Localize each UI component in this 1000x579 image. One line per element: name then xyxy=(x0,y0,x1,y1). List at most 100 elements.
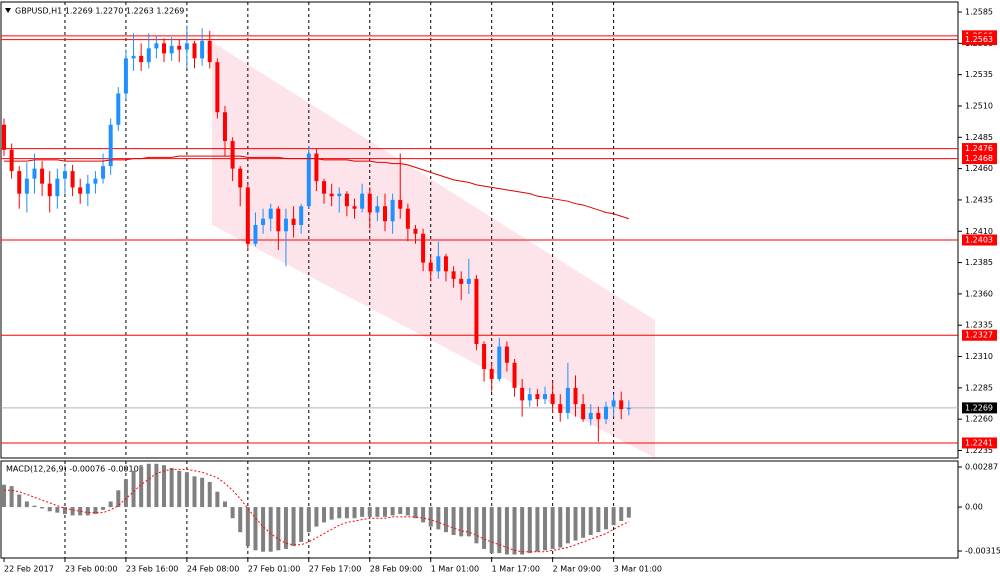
candle-body xyxy=(383,206,387,222)
current-price-label: 1.2269 xyxy=(965,403,993,412)
candle-body xyxy=(489,369,494,380)
macd-bar xyxy=(466,507,471,537)
candle-body xyxy=(581,404,586,420)
candle-body xyxy=(123,58,128,94)
x-tick-label: 1 Mar 17:00 xyxy=(492,565,540,574)
y-tick-label: 1.2435 xyxy=(965,195,993,204)
y-tick-label: 1.2510 xyxy=(965,101,993,110)
macd-y-tick-label: 0.00 xyxy=(965,503,983,512)
candle-body xyxy=(299,206,304,225)
candle-body xyxy=(146,48,151,63)
macd-bar xyxy=(360,507,365,517)
y-tick-label: 1.2360 xyxy=(965,289,993,298)
macd-bar xyxy=(146,463,151,508)
candle-body xyxy=(466,278,471,284)
y-tick-label: 1.2385 xyxy=(965,258,993,267)
macd-bar xyxy=(367,507,372,517)
level-label: 1.2241 xyxy=(965,438,993,447)
x-tick-label: 27 Feb 01:00 xyxy=(248,565,300,574)
macd-bar xyxy=(169,467,174,508)
macd-bar xyxy=(405,507,410,516)
candle-body xyxy=(55,178,60,197)
macd-bar xyxy=(451,507,456,535)
candle-body xyxy=(314,153,319,182)
macd-bar xyxy=(535,507,540,552)
level-label: 1.2403 xyxy=(965,236,993,245)
candle-body xyxy=(436,256,441,272)
macd-bar xyxy=(261,507,266,552)
macd-bar xyxy=(283,507,288,549)
macd-bar xyxy=(398,507,403,515)
candle-body xyxy=(421,233,426,263)
candle-body xyxy=(474,278,479,344)
candle-body xyxy=(200,40,205,59)
x-tick-label: 3 Mar 01:00 xyxy=(614,565,662,574)
macd-bar xyxy=(17,494,22,508)
candle-body xyxy=(222,112,227,142)
macd-bar xyxy=(497,507,502,554)
candle-body xyxy=(215,62,220,113)
candle-body xyxy=(596,412,601,420)
macd-bar xyxy=(93,507,98,515)
macd-bar xyxy=(619,507,624,522)
candle-body xyxy=(162,43,167,54)
candle-body xyxy=(283,218,288,232)
x-tick-label: 24 Feb 08:00 xyxy=(187,565,239,574)
macd-bar xyxy=(520,507,525,555)
candle-body xyxy=(24,178,29,194)
macd-bar xyxy=(47,507,52,512)
candle-body xyxy=(245,187,250,244)
main-frame xyxy=(0,1,959,459)
macd-bar xyxy=(550,507,555,549)
macd-bar xyxy=(344,507,349,519)
y-tick-label: 1.2535 xyxy=(965,70,993,79)
candle-body xyxy=(306,153,311,207)
x-tick-label: 28 Feb 09:00 xyxy=(370,565,422,574)
candle-body xyxy=(512,362,517,388)
candle-body xyxy=(207,40,212,63)
candle-body xyxy=(131,55,136,59)
candle-body xyxy=(62,171,67,179)
macd-bar xyxy=(85,507,90,516)
macd-bar xyxy=(611,507,616,526)
macd-bar xyxy=(375,507,380,517)
macd-bar xyxy=(108,501,113,508)
x-tick-label: 1 Mar 01:00 xyxy=(431,565,479,574)
macd-bar xyxy=(596,507,601,533)
candle-body xyxy=(238,168,243,188)
y-tick-label: 1.2235 xyxy=(965,446,993,455)
macd-bar xyxy=(527,507,532,554)
macd-bar xyxy=(215,491,220,508)
macd-bar xyxy=(512,507,517,555)
candle-body xyxy=(413,228,418,234)
macd-y-tick-label: 0.00287 xyxy=(965,463,998,472)
candle-body xyxy=(78,187,83,194)
candle-body xyxy=(588,412,593,420)
candle-body xyxy=(504,346,509,363)
candle-body xyxy=(611,400,616,407)
x-tick-label: 2 Mar 09:00 xyxy=(553,565,601,574)
macd-bar xyxy=(565,507,570,544)
macd-bar xyxy=(253,507,258,551)
macd-bar xyxy=(70,507,75,516)
moving-average xyxy=(4,155,629,220)
macd-bar xyxy=(123,479,128,508)
macd-bar xyxy=(162,465,167,508)
candle-body xyxy=(527,394,532,401)
y-tick-label: 1.2310 xyxy=(965,352,993,361)
level-label: 1.2327 xyxy=(965,331,993,340)
macd-bar xyxy=(184,472,189,508)
macd-bar xyxy=(276,507,281,551)
y-tick-label: 1.2285 xyxy=(965,383,993,392)
candle-body xyxy=(390,199,395,222)
candle-body xyxy=(230,141,235,169)
macd-bar xyxy=(139,466,144,508)
macd-bar xyxy=(268,507,273,552)
x-tick-label: 23 Feb 16:00 xyxy=(126,565,178,574)
candle-body xyxy=(451,271,456,279)
candle-body xyxy=(398,199,403,209)
macd-bar xyxy=(192,476,197,508)
macd-bar xyxy=(32,505,37,508)
macd-bar xyxy=(413,507,418,519)
candle-body xyxy=(497,346,502,380)
